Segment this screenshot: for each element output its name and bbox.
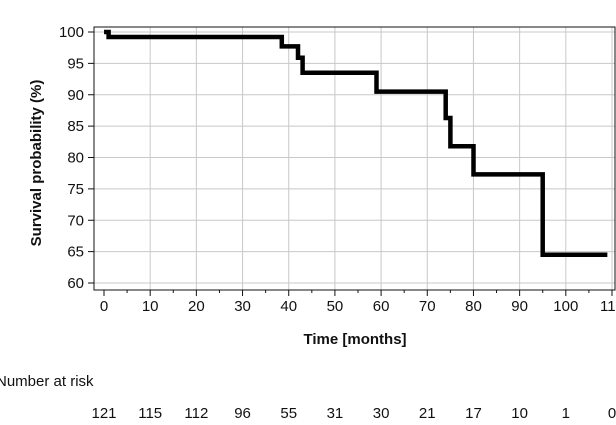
x-tick-label: 100 [553,298,578,315]
risk-value: 55 [280,405,297,422]
grid [94,27,615,290]
plot-frame [93,26,616,291]
risk-value: 1 [562,405,570,422]
x-tick-label: 20 [188,298,205,315]
y-tick-label: 60 [67,275,84,292]
tick-labels: 60 65 70 75 80 85 90 95 100 0 10 20 30 40 50 60 70 80 90 10… [59,24,616,315]
x-tick-label: 70 [419,298,436,315]
risk-value: 121 [91,405,116,422]
series-group [104,29,608,258]
y-tick-label: 70 [67,212,84,229]
risk-value: 31 [327,405,344,422]
risk-value: 10 [511,405,528,422]
survival-step-line [104,29,608,258]
risk-value: 112 [184,405,208,422]
x-tick-label: 80 [465,298,482,315]
x-tick-label: 60 [373,298,390,315]
risk-value: 96 [234,405,251,422]
x-tick-label: 90 [511,298,528,315]
x-axis-title: Time [months] [303,331,406,348]
risk-table-label: Number at risk [0,373,94,390]
risk-value: 115 [138,405,162,422]
y-tick-label: 75 [67,181,84,198]
x-tick-label: 10 [142,298,159,315]
y-axis-title: Survival probability (%) [28,80,45,247]
x-tick-label: 0 [100,298,108,315]
risk-value: 0 [608,405,616,422]
risk-table: 121 115 112 96 55 31 30 21 17 10 1 0 [91,405,616,422]
y-tick-label: 65 [67,244,84,261]
x-tick-label: 50 [327,298,344,315]
y-tick-label: 95 [67,55,84,72]
y-tick-label: 80 [67,150,84,167]
y-tick-label: 100 [59,24,84,41]
risk-value: 17 [465,405,482,422]
y-tick-label: 85 [67,118,84,135]
axes [88,26,616,296]
x-tick-label: 40 [280,298,297,315]
x-tick-label: 110 [600,298,616,315]
x-tick-label: 30 [234,298,251,315]
risk-value: 21 [419,405,436,422]
risk-value: 30 [373,405,390,422]
y-tick-label: 90 [67,87,84,104]
